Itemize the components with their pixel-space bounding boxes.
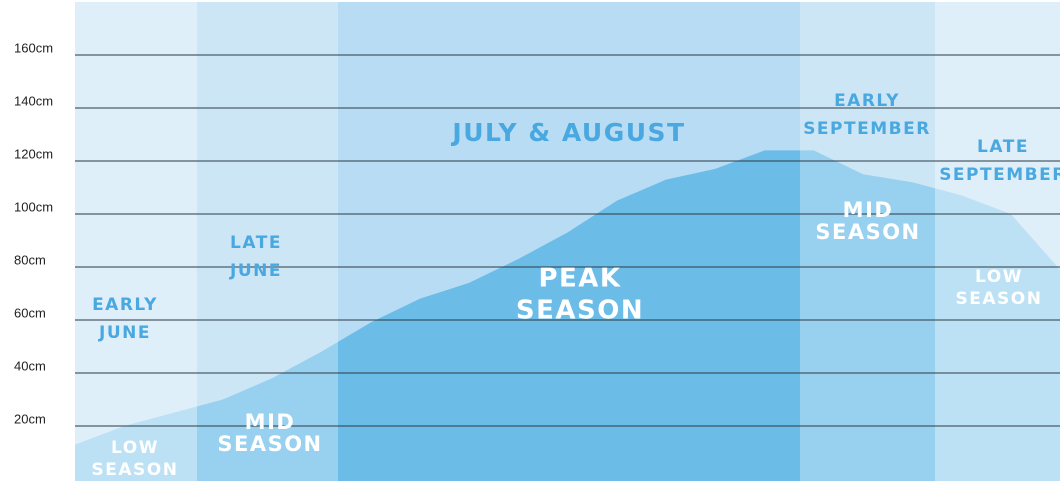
band-overlay [935, 2, 1060, 481]
y-tick-label: 40cm [14, 358, 46, 373]
season-label: SEASON [815, 220, 920, 244]
period-label: JUNE [229, 261, 282, 281]
season-label: MID [843, 198, 894, 222]
season-label: SEASON [516, 296, 644, 326]
snow-area [75, 150, 1060, 481]
band-overlay [197, 2, 338, 481]
period-label: JUNE [98, 323, 151, 343]
season-label: SEASON [956, 289, 1043, 309]
period-label: LATE [230, 233, 282, 253]
y-tick-label: 60cm [14, 305, 46, 320]
y-tick-label: 120cm [14, 146, 53, 161]
season-label: SEASON [217, 432, 322, 456]
season-label: MID [245, 410, 296, 434]
period-label: JULY & AUGUST [450, 118, 685, 147]
period-label: LATE [977, 137, 1029, 157]
season-label: LOW [975, 267, 1023, 287]
period-label: EARLY [92, 295, 158, 315]
y-tick-label: 100cm [14, 199, 53, 214]
y-tick-label: 140cm [14, 93, 53, 108]
period-label: SEPTEMBER [939, 165, 1060, 185]
season-label: PEAK [538, 264, 621, 294]
period-label: EARLY [834, 91, 900, 111]
period-label: SEPTEMBER [803, 119, 931, 139]
y-tick-label: 20cm [14, 411, 46, 426]
band-overlay [75, 2, 197, 481]
y-tick-label: 160cm [14, 40, 53, 55]
season-label: LOW [111, 438, 159, 458]
y-tick-label: 80cm [14, 252, 46, 267]
band-overlay [800, 2, 935, 481]
season-label: SEASON [92, 460, 179, 480]
